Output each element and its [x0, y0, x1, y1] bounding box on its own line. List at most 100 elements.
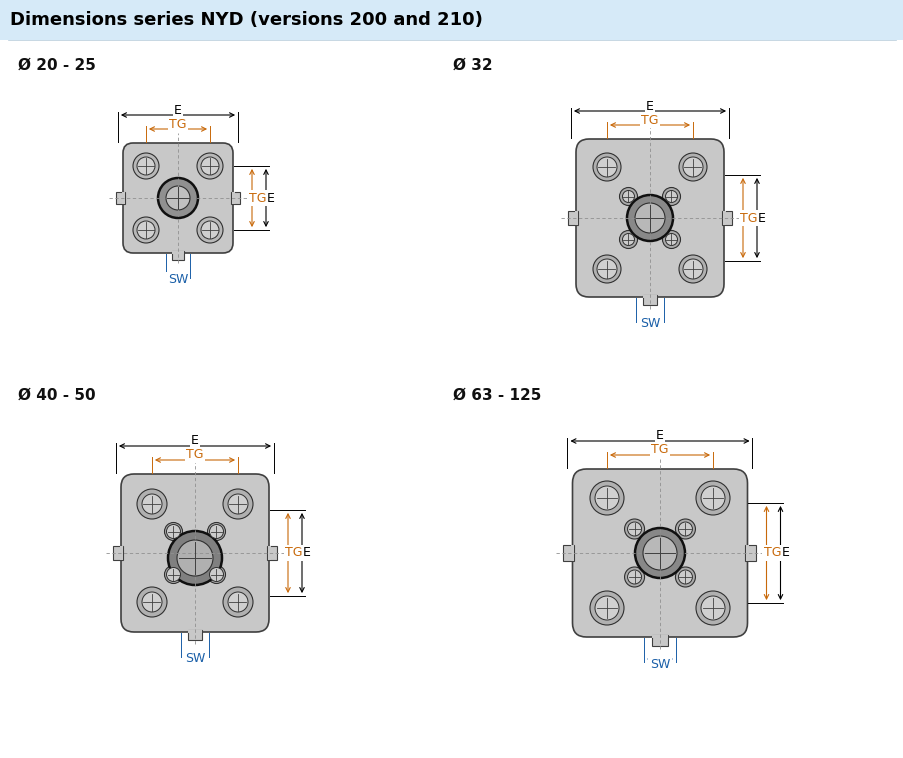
- Circle shape: [208, 565, 225, 584]
- Bar: [172, 251, 184, 254]
- Text: TG: TG: [650, 443, 668, 456]
- Circle shape: [662, 230, 680, 249]
- Text: TG: TG: [186, 449, 203, 462]
- Circle shape: [168, 531, 222, 585]
- Circle shape: [197, 153, 223, 179]
- Circle shape: [665, 233, 676, 246]
- Bar: [122, 192, 125, 204]
- FancyBboxPatch shape: [575, 139, 723, 297]
- Circle shape: [208, 522, 225, 540]
- Text: E: E: [781, 547, 788, 559]
- Circle shape: [627, 195, 672, 241]
- Circle shape: [223, 489, 253, 519]
- Circle shape: [200, 157, 219, 175]
- Circle shape: [665, 190, 676, 202]
- Bar: [745, 545, 756, 561]
- Circle shape: [683, 259, 703, 279]
- Circle shape: [166, 525, 181, 538]
- Circle shape: [695, 481, 730, 515]
- Text: Dimensions series NYD (versions 200 and 210): Dimensions series NYD (versions 200 and …: [10, 11, 482, 29]
- Text: Ø 40 - 50: Ø 40 - 50: [18, 388, 96, 403]
- Circle shape: [137, 157, 154, 175]
- Circle shape: [164, 522, 182, 540]
- Circle shape: [228, 592, 247, 612]
- Text: E: E: [174, 104, 182, 117]
- Circle shape: [634, 203, 665, 233]
- Circle shape: [177, 540, 213, 576]
- Text: SW: SW: [184, 653, 205, 666]
- Text: TG: TG: [169, 117, 187, 130]
- Circle shape: [594, 486, 619, 510]
- Circle shape: [592, 255, 620, 283]
- Bar: [746, 545, 749, 561]
- Circle shape: [137, 587, 167, 617]
- Bar: [232, 192, 235, 204]
- Circle shape: [695, 591, 730, 625]
- Bar: [651, 635, 667, 646]
- Circle shape: [622, 190, 634, 202]
- Circle shape: [677, 570, 692, 584]
- Bar: [563, 545, 574, 561]
- Circle shape: [700, 486, 724, 510]
- Circle shape: [200, 221, 219, 239]
- Circle shape: [590, 591, 623, 625]
- Circle shape: [223, 587, 253, 617]
- Circle shape: [596, 157, 617, 177]
- Bar: [642, 295, 656, 298]
- Text: E: E: [656, 430, 663, 443]
- Bar: [188, 630, 201, 640]
- Circle shape: [677, 522, 692, 536]
- Text: Ø 32: Ø 32: [452, 58, 492, 73]
- Bar: [231, 192, 239, 204]
- Text: TG: TG: [763, 547, 780, 559]
- Circle shape: [642, 536, 676, 570]
- Circle shape: [619, 187, 637, 205]
- Bar: [266, 546, 276, 560]
- Circle shape: [137, 489, 167, 519]
- Bar: [722, 211, 725, 225]
- Text: Ø 63 - 125: Ø 63 - 125: [452, 388, 541, 403]
- Circle shape: [166, 568, 181, 581]
- Text: E: E: [266, 192, 275, 205]
- Circle shape: [209, 525, 223, 538]
- Circle shape: [197, 217, 223, 243]
- Circle shape: [627, 570, 641, 584]
- Text: SW: SW: [649, 657, 669, 671]
- Circle shape: [142, 592, 162, 612]
- Bar: [172, 251, 184, 260]
- Circle shape: [700, 596, 724, 620]
- Circle shape: [164, 565, 182, 584]
- Text: TG: TG: [740, 211, 757, 224]
- FancyBboxPatch shape: [123, 143, 233, 253]
- Text: E: E: [191, 434, 199, 447]
- Text: TG: TG: [640, 114, 658, 127]
- Circle shape: [624, 519, 644, 539]
- Circle shape: [166, 186, 190, 210]
- Circle shape: [634, 528, 684, 578]
- Circle shape: [619, 230, 637, 249]
- Circle shape: [142, 494, 162, 514]
- Circle shape: [675, 519, 694, 539]
- Text: E: E: [303, 547, 311, 559]
- Bar: [567, 211, 577, 225]
- Bar: [574, 211, 577, 225]
- Circle shape: [133, 217, 159, 243]
- Bar: [116, 192, 125, 204]
- Circle shape: [622, 233, 634, 246]
- Text: E: E: [646, 99, 653, 112]
- Bar: [113, 546, 123, 560]
- Circle shape: [683, 157, 703, 177]
- Circle shape: [627, 522, 641, 536]
- Circle shape: [662, 187, 680, 205]
- Bar: [571, 545, 574, 561]
- Bar: [120, 546, 123, 560]
- Text: TG: TG: [285, 547, 303, 559]
- Text: E: E: [758, 211, 765, 224]
- FancyBboxPatch shape: [0, 0, 903, 40]
- Text: TG: TG: [249, 192, 266, 205]
- Circle shape: [133, 153, 159, 179]
- Circle shape: [678, 153, 706, 181]
- Circle shape: [678, 255, 706, 283]
- Text: Ø 20 - 25: Ø 20 - 25: [18, 58, 96, 73]
- Circle shape: [624, 567, 644, 587]
